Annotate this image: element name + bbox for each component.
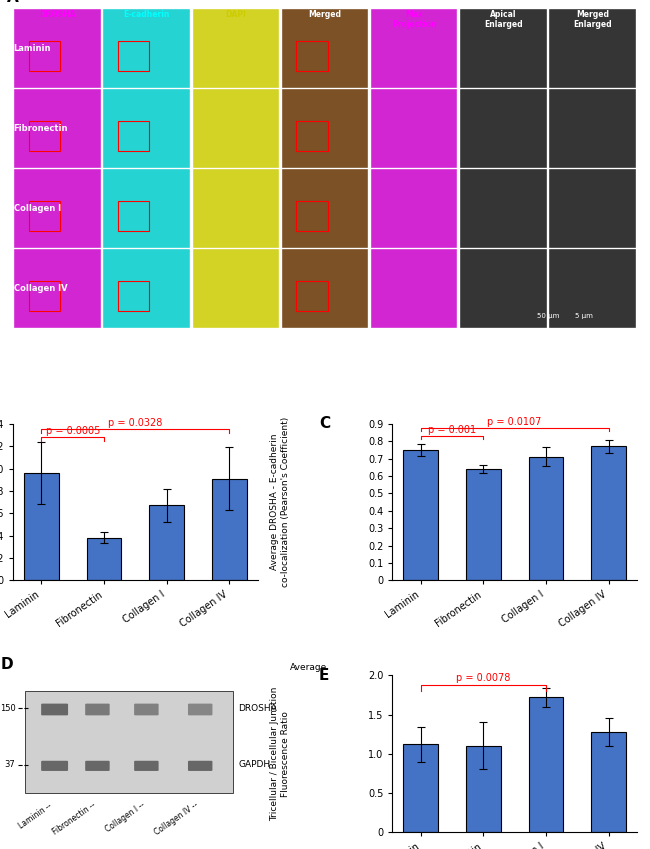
Text: p = 0.0328: p = 0.0328 — [108, 419, 162, 428]
Text: Collagen I: Collagen I — [14, 204, 60, 213]
Bar — [549, 9, 636, 88]
Text: E-cadherin: E-cadherin — [124, 10, 170, 19]
Bar — [549, 169, 636, 248]
Bar — [14, 169, 101, 248]
Bar — [103, 169, 190, 248]
FancyBboxPatch shape — [85, 704, 110, 716]
Bar — [549, 250, 636, 329]
Text: p = 0.0005: p = 0.0005 — [46, 426, 100, 436]
FancyBboxPatch shape — [41, 761, 68, 771]
FancyBboxPatch shape — [85, 761, 110, 771]
Text: Collagen IV: Collagen IV — [14, 284, 67, 293]
Bar — [192, 169, 280, 248]
Text: Apical
Enlarged: Apical Enlarged — [484, 10, 523, 30]
Bar — [296, 121, 328, 151]
Text: Fibronectin --: Fibronectin -- — [51, 801, 98, 837]
Text: Laminin --: Laminin -- — [17, 801, 53, 830]
FancyBboxPatch shape — [134, 704, 159, 716]
FancyBboxPatch shape — [188, 761, 213, 771]
Bar — [370, 89, 458, 168]
Bar — [118, 281, 150, 312]
Bar — [404, 745, 438, 832]
FancyBboxPatch shape — [41, 704, 68, 716]
Bar — [296, 200, 328, 231]
Text: A: A — [6, 0, 18, 5]
Bar — [212, 479, 246, 581]
Text: Collagen I --: Collagen I -- — [103, 801, 146, 835]
Bar — [14, 250, 101, 329]
Text: E: E — [319, 667, 330, 683]
Text: 50 μm: 50 μm — [537, 313, 559, 319]
Bar — [404, 450, 438, 581]
Bar — [29, 281, 60, 312]
Bar — [118, 41, 150, 71]
Text: 150: 150 — [0, 704, 16, 713]
Text: Merged: Merged — [309, 10, 341, 19]
Text: Laminin: Laminin — [14, 44, 51, 53]
Text: D: D — [1, 657, 14, 672]
Text: Max
Projection: Max Projection — [392, 10, 436, 30]
Bar — [296, 281, 328, 312]
Bar — [296, 41, 328, 71]
Bar — [87, 538, 122, 581]
Text: 5 μm: 5 μm — [575, 313, 592, 319]
Bar — [103, 250, 190, 329]
Bar — [466, 469, 500, 581]
Text: DROSHA: DROSHA — [238, 704, 277, 713]
Text: p = 0.001: p = 0.001 — [428, 424, 476, 435]
Bar — [118, 121, 150, 151]
Bar — [460, 169, 547, 248]
Bar — [14, 9, 101, 88]
Bar — [25, 691, 233, 793]
Bar — [14, 89, 101, 168]
Bar — [370, 250, 458, 329]
Text: Collagen IV --: Collagen IV -- — [153, 801, 200, 837]
Bar — [460, 9, 547, 88]
Text: p = 0.0078: p = 0.0078 — [456, 673, 510, 683]
Bar — [460, 250, 547, 329]
Bar — [281, 9, 369, 88]
Text: Merged
Enlarged: Merged Enlarged — [573, 10, 612, 30]
Text: C: C — [319, 416, 330, 431]
Bar — [370, 169, 458, 248]
Bar — [103, 9, 190, 88]
Y-axis label: Tricellular / Bicellular Junction
Fluorescence Ratio: Tricellular / Bicellular Junction Fluore… — [270, 687, 289, 821]
Bar — [150, 505, 184, 581]
Bar — [528, 457, 563, 581]
Bar — [118, 200, 150, 231]
Bar — [460, 89, 547, 168]
Bar — [281, 169, 369, 248]
Bar — [281, 250, 369, 329]
Bar — [549, 89, 636, 168]
Bar — [281, 89, 369, 168]
Bar — [192, 250, 280, 329]
Bar — [192, 89, 280, 168]
Bar — [192, 9, 280, 88]
Bar — [592, 447, 626, 581]
FancyBboxPatch shape — [188, 704, 213, 716]
Bar — [29, 41, 60, 71]
Text: GAPDH: GAPDH — [238, 760, 270, 769]
Bar — [103, 89, 190, 168]
Bar — [528, 697, 563, 832]
Bar — [29, 200, 60, 231]
Text: DAPI: DAPI — [226, 10, 246, 19]
Text: DROSHA: DROSHA — [39, 10, 76, 19]
Text: p = 0.0107: p = 0.0107 — [488, 417, 542, 427]
Bar — [24, 473, 58, 581]
Bar — [29, 121, 60, 151]
Bar — [370, 9, 458, 88]
Text: Fibronectin: Fibronectin — [14, 124, 68, 133]
Bar — [592, 732, 626, 832]
FancyBboxPatch shape — [134, 761, 159, 771]
Bar — [466, 746, 500, 832]
Text: 37: 37 — [5, 760, 16, 769]
Text: Average: Average — [289, 663, 327, 672]
Y-axis label: Average DROSHA - E-cadherin
co-localization (Pearson's Coefficient): Average DROSHA - E-cadherin co-localizat… — [270, 417, 289, 588]
